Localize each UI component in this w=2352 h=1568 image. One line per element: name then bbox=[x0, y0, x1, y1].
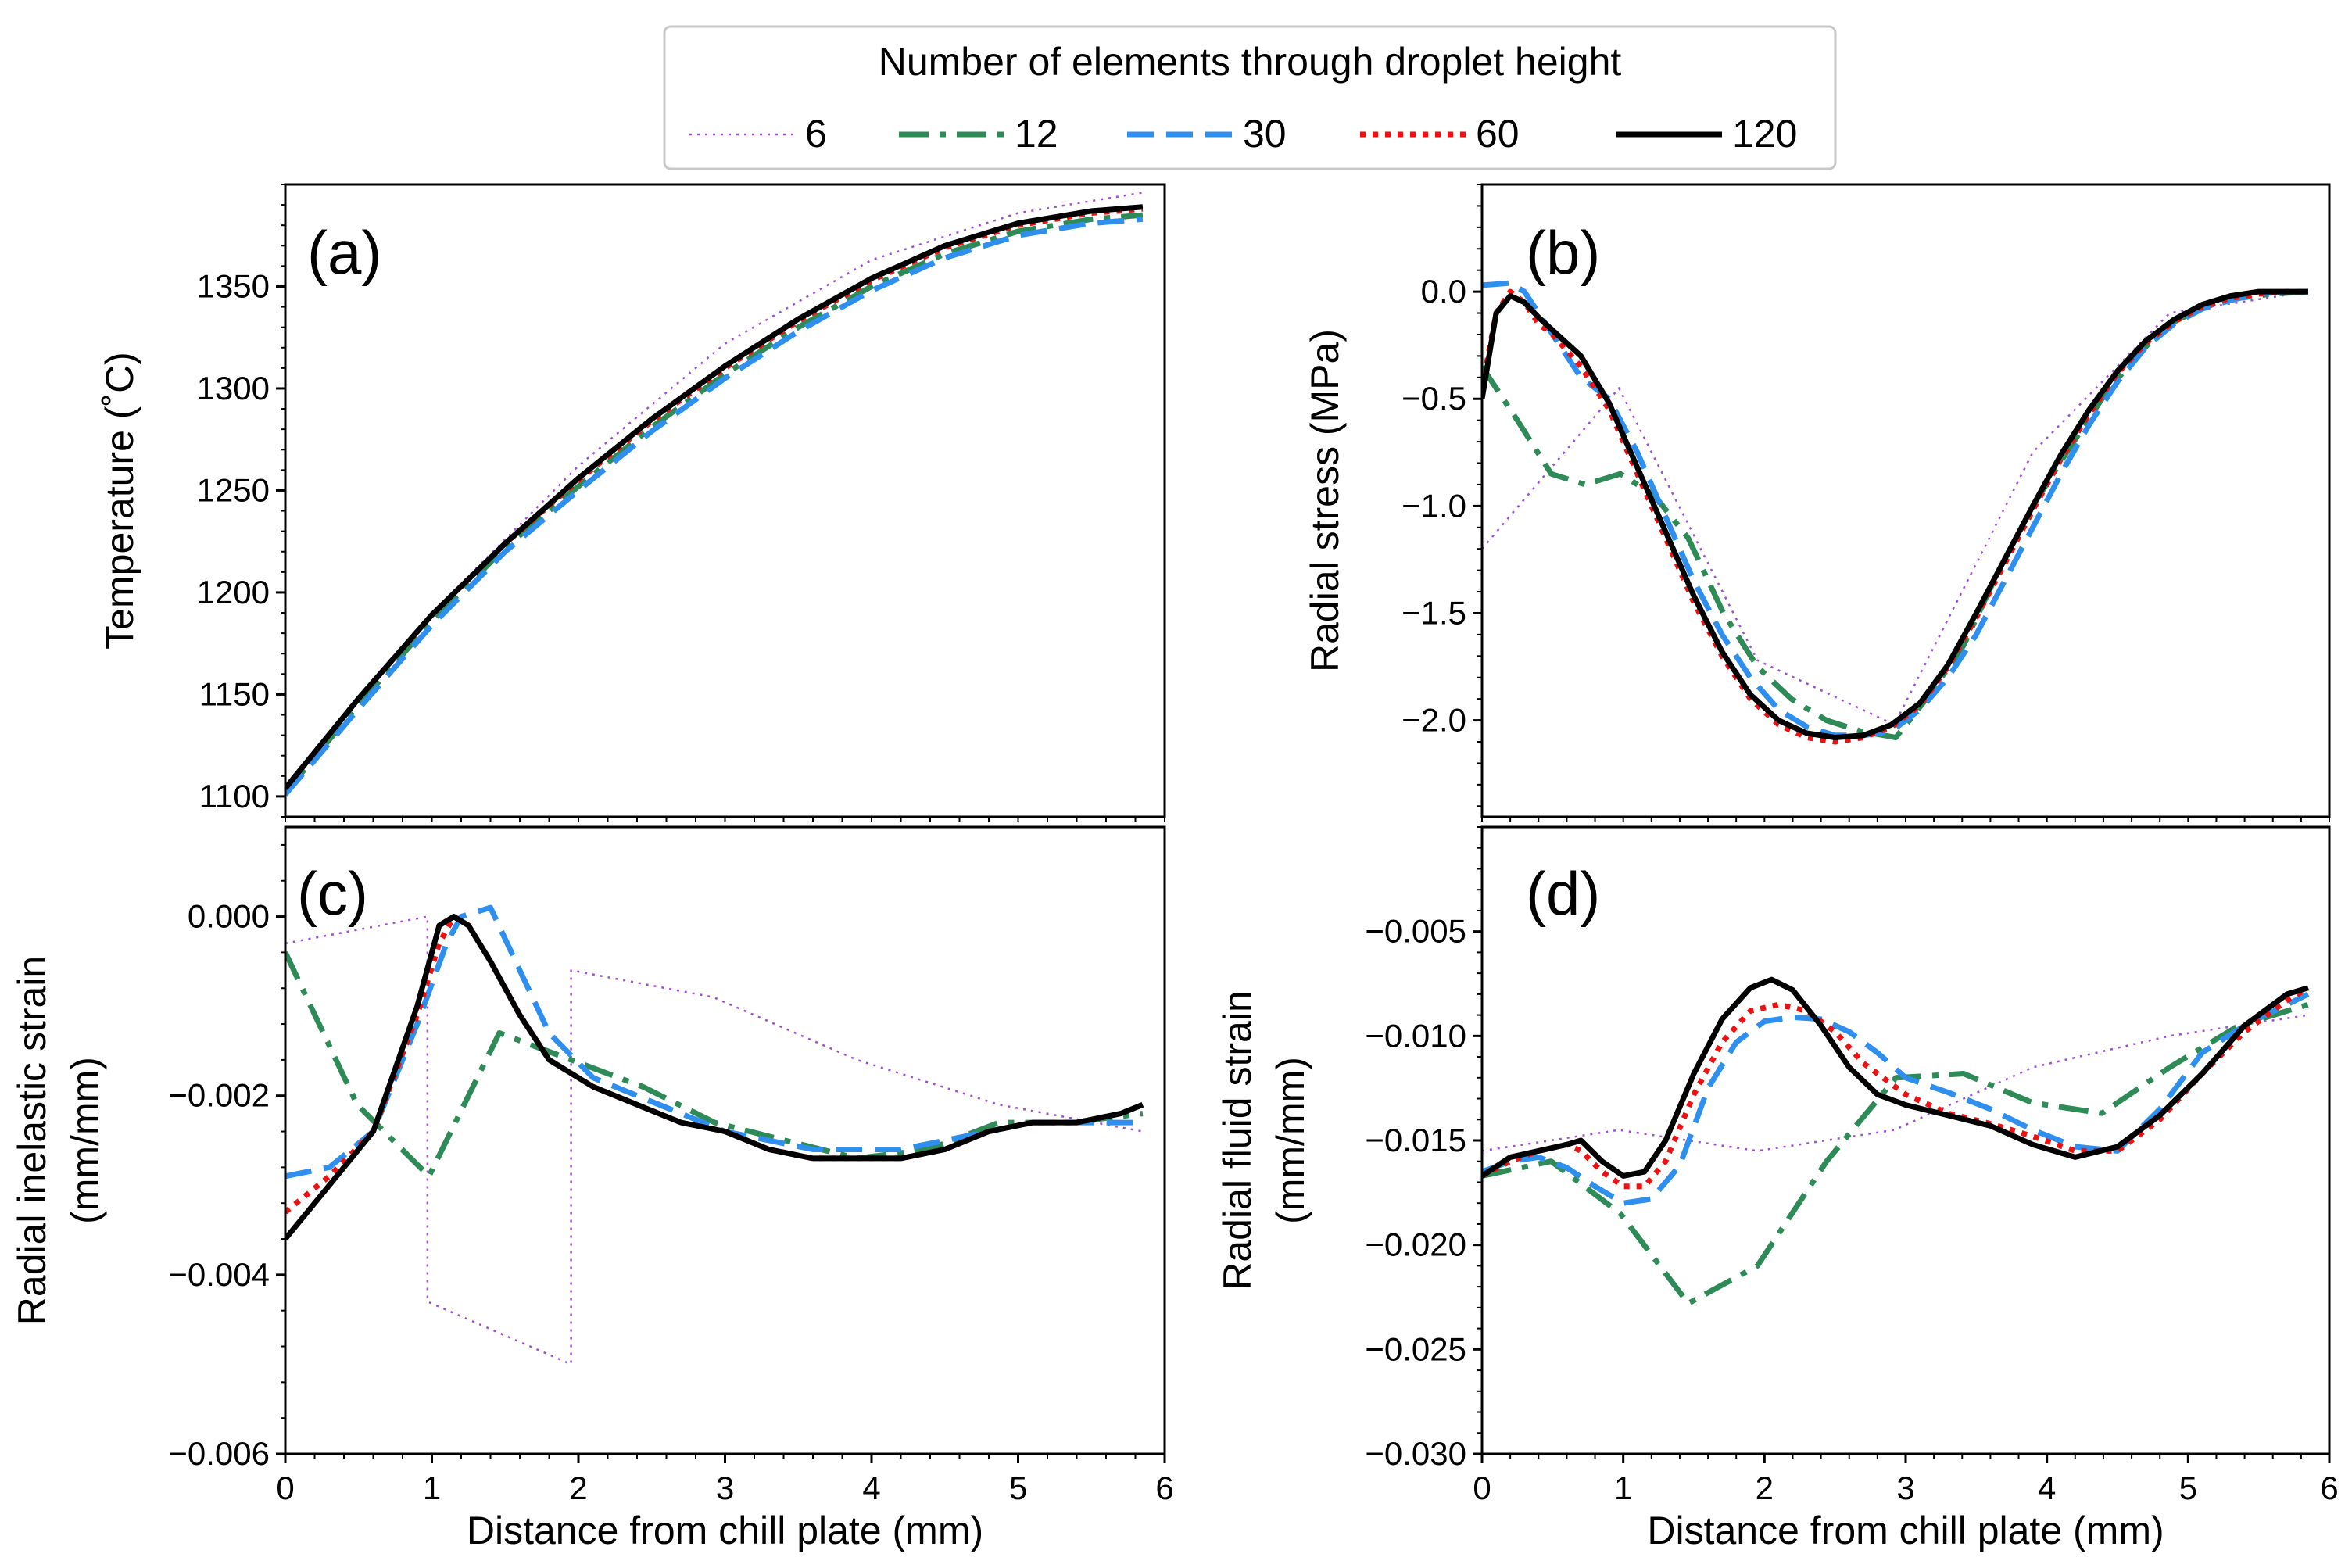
series-line-60 bbox=[1482, 985, 2310, 1190]
y-tick-label: 1100 bbox=[199, 778, 270, 814]
x-tick-label: 6 bbox=[1155, 1470, 1173, 1506]
y-axis-label: Radial stress (MPa) bbox=[1303, 329, 1347, 672]
y-tick-label: 1200 bbox=[197, 574, 270, 610]
x-tick-label: 0 bbox=[276, 1470, 294, 1506]
series-line-60 bbox=[1482, 288, 2308, 745]
series-lines bbox=[285, 904, 1144, 1366]
legend-label-60: 60 bbox=[1476, 112, 1520, 156]
x-tick-label: 4 bbox=[862, 1470, 880, 1506]
x-tick-label: 3 bbox=[1896, 1470, 1914, 1506]
y-tick-label: 1250 bbox=[197, 471, 270, 508]
series-lines bbox=[1482, 976, 2310, 1306]
y-tick-label: 0.000 bbox=[188, 898, 270, 935]
series-line-30 bbox=[1482, 280, 2308, 739]
x-tick-label: 2 bbox=[1756, 1470, 1774, 1506]
panel-label: (d) bbox=[1526, 859, 1600, 928]
y-tick-label: −0.030 bbox=[1365, 1435, 1466, 1472]
x-tick-label: 2 bbox=[569, 1470, 587, 1506]
y-tick-label: −0.025 bbox=[1365, 1330, 1466, 1367]
panel-label: (b) bbox=[1526, 218, 1600, 287]
series-line-30 bbox=[1482, 991, 2310, 1206]
y-tick-label: −2.0 bbox=[1402, 702, 1466, 739]
y-tick-label: −0.5 bbox=[1402, 380, 1466, 417]
y-tick-label: 1350 bbox=[197, 267, 270, 304]
series-lines bbox=[285, 192, 1144, 797]
series-line-120 bbox=[285, 914, 1144, 1241]
y-tick-label: −0.005 bbox=[1365, 913, 1466, 950]
legend: Number of elements through droplet heigh… bbox=[663, 25, 1837, 170]
y-tick-label: −0.010 bbox=[1365, 1017, 1466, 1054]
series-line-120 bbox=[1482, 288, 2308, 740]
y-tick-label: −0.006 bbox=[168, 1435, 270, 1472]
x-tick-label: 6 bbox=[2320, 1470, 2338, 1506]
series-line-6 bbox=[1482, 290, 2309, 726]
y-tick-label: 1300 bbox=[197, 370, 270, 406]
series-line-6 bbox=[285, 915, 1144, 1366]
y-axis-label: Radial fluid strain (mm/mm) bbox=[1215, 990, 1312, 1291]
x-tick-label: 0 bbox=[1473, 1470, 1491, 1506]
legend-label-12: 12 bbox=[1015, 112, 1058, 156]
legend-title: Number of elements through droplet heigh… bbox=[879, 40, 1622, 84]
y-tick-label: −0.020 bbox=[1365, 1226, 1466, 1263]
x-axis-label: Distance from chill plate (mm) bbox=[1647, 1509, 2164, 1552]
series-line-120 bbox=[1482, 976, 2309, 1179]
y-tick-label: 0.0 bbox=[1421, 273, 1466, 310]
legend-entries: 6 12 30 60 120 bbox=[689, 112, 1797, 156]
panel-a: 1100 1150 1200 1250 1300 1350 (a) Temperature (… bbox=[98, 183, 1166, 822]
y-tick-label: −1.5 bbox=[1402, 594, 1466, 631]
series-line-12 bbox=[1482, 1001, 2309, 1306]
x-tick-label: 5 bbox=[2179, 1470, 2197, 1506]
series-line-12 bbox=[285, 212, 1144, 794]
legend-label-6: 6 bbox=[805, 112, 827, 156]
series-line-30 bbox=[285, 216, 1144, 797]
x-axis-label: Distance from chill plate (mm) bbox=[467, 1509, 983, 1552]
y-tick-label: −0.015 bbox=[1365, 1122, 1466, 1158]
series-lines bbox=[1482, 280, 2309, 745]
y-axis-label: Temperature (˚C) bbox=[98, 352, 141, 650]
panel-label: (a) bbox=[307, 218, 381, 287]
panel-b: 0.0 −0.5 −1.0 −1.5 −2.0 (b) Radial stress (MPa… bbox=[1303, 183, 2331, 822]
panel-label: (c) bbox=[297, 859, 368, 928]
x-tick-label: 4 bbox=[2038, 1470, 2056, 1506]
series-line-12 bbox=[285, 950, 1144, 1180]
x-tick-label: 1 bbox=[423, 1470, 441, 1506]
legend-label-30: 30 bbox=[1243, 112, 1287, 156]
y-axis-label: Radial inelastic strain (mm/mm) bbox=[10, 956, 107, 1325]
y-tick-label: −1.0 bbox=[1402, 487, 1466, 524]
y-tick-label: −0.002 bbox=[168, 1077, 270, 1114]
series-line-120 bbox=[285, 204, 1144, 790]
x-tick-label: 3 bbox=[716, 1470, 734, 1506]
x-tick-label: 5 bbox=[1009, 1470, 1027, 1506]
y-tick-label: 1150 bbox=[199, 675, 270, 712]
y-tick-label: −0.004 bbox=[168, 1256, 270, 1293]
x-tick-label: 1 bbox=[1614, 1470, 1632, 1506]
legend-label-120: 120 bbox=[1732, 112, 1797, 156]
